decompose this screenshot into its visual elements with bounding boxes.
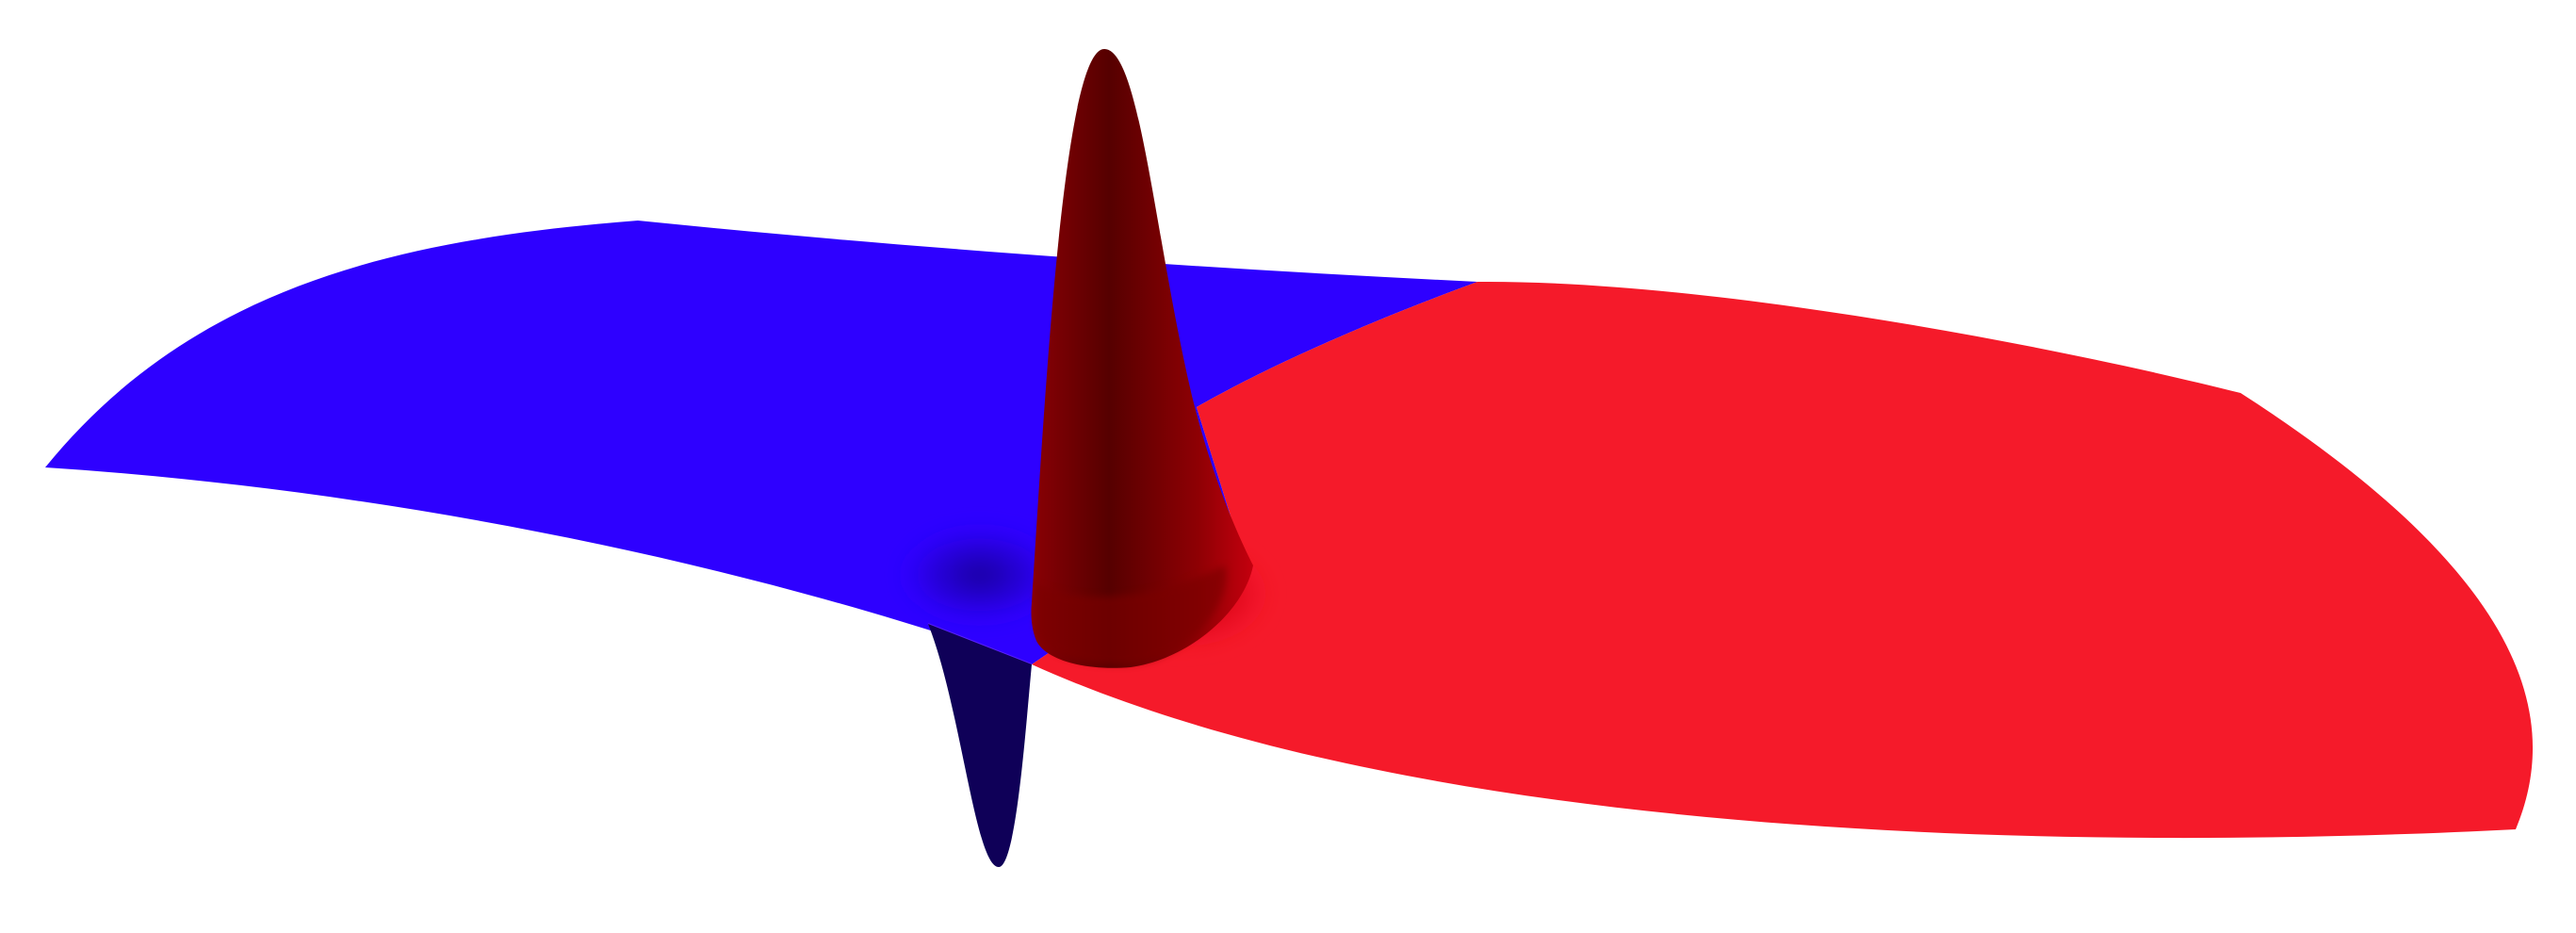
positive-peak	[1031, 49, 1253, 668]
positive-surface-region	[1032, 281, 2534, 839]
positive-peak-base-shade	[1036, 565, 1227, 665]
negative-peak	[928, 624, 1032, 867]
negative-base-blob	[895, 523, 1065, 627]
